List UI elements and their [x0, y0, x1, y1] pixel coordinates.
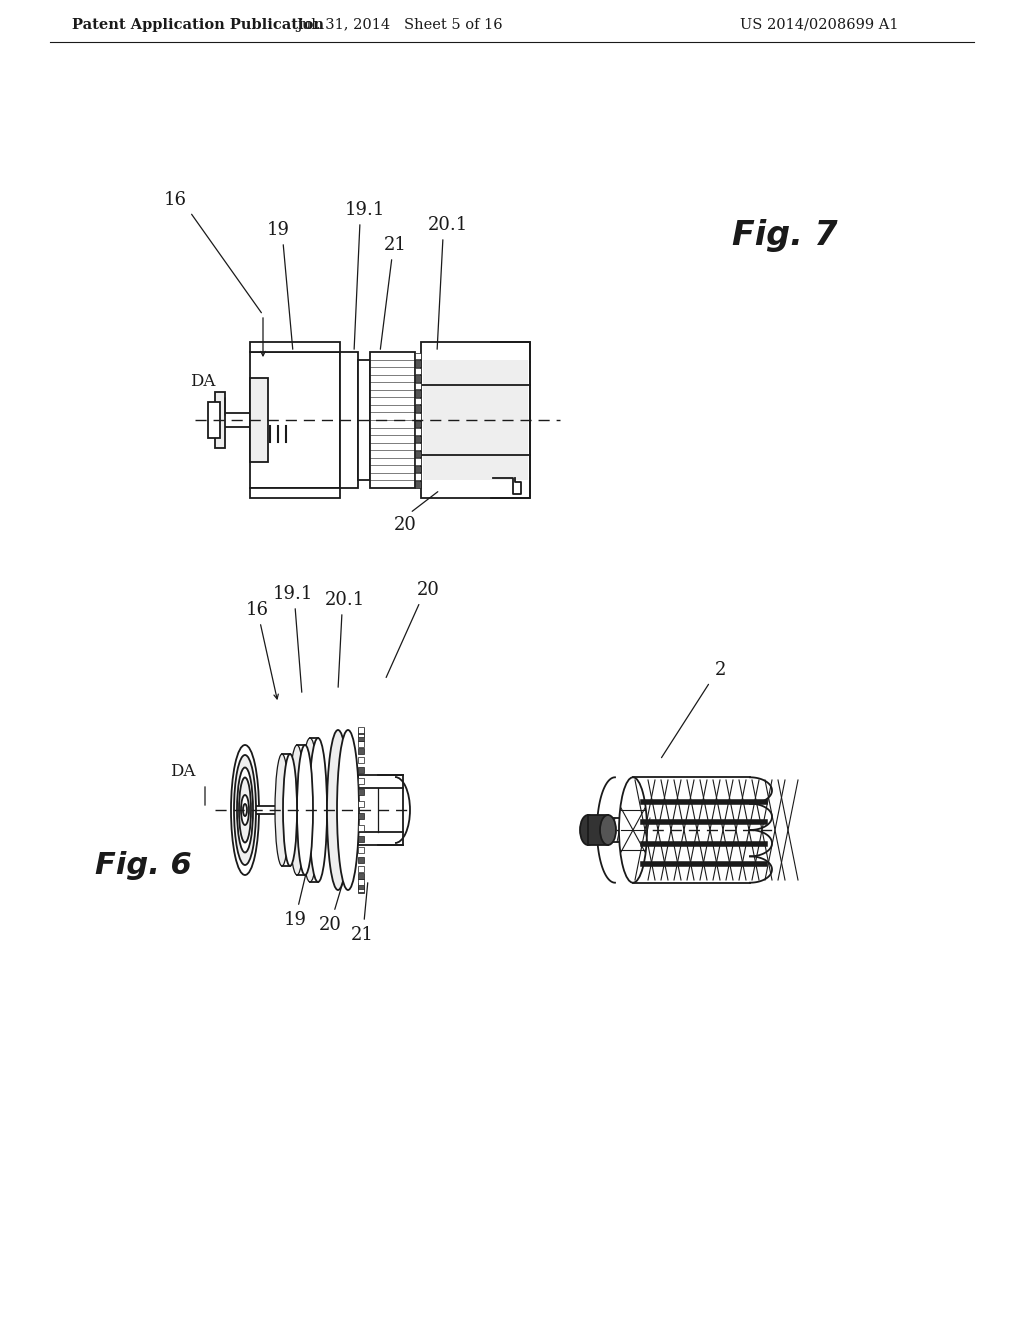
Bar [220, 413, 250, 426]
Ellipse shape [309, 738, 327, 882]
Bar [358, 775, 403, 845]
Bar [358, 767, 364, 774]
Bar [358, 730, 364, 737]
Bar [610, 818, 645, 842]
Bar [415, 480, 421, 487]
Text: 16: 16 [246, 601, 268, 619]
Bar [358, 789, 364, 795]
Bar [250, 342, 340, 352]
Text: 16: 16 [164, 191, 186, 209]
Bar [340, 352, 358, 488]
Ellipse shape [234, 755, 256, 865]
Bar [415, 383, 421, 389]
Text: 19.1: 19.1 [272, 585, 313, 603]
Text: 2: 2 [715, 661, 726, 678]
Bar [358, 735, 364, 741]
Bar [358, 360, 370, 480]
Bar [358, 883, 364, 890]
Bar [358, 813, 364, 818]
Bar [415, 397, 421, 404]
Ellipse shape [283, 754, 297, 866]
Bar [415, 474, 421, 480]
Ellipse shape [275, 754, 289, 866]
Ellipse shape [241, 795, 249, 825]
Bar [215, 392, 225, 447]
Bar [250, 378, 268, 462]
Bar [358, 886, 364, 892]
Bar [358, 866, 364, 871]
Bar [250, 488, 340, 498]
Bar [415, 444, 421, 450]
Text: DA: DA [170, 763, 195, 780]
Text: 21: 21 [350, 927, 374, 944]
Bar [358, 837, 364, 842]
Bar [370, 352, 415, 488]
Bar [358, 879, 364, 886]
Ellipse shape [297, 744, 313, 875]
Bar [415, 352, 421, 359]
Text: 20: 20 [393, 516, 417, 535]
Ellipse shape [243, 804, 247, 816]
Text: US 2014/0208699 A1: US 2014/0208699 A1 [740, 18, 898, 32]
Bar [415, 360, 421, 367]
Text: 20: 20 [417, 581, 439, 599]
Bar [423, 360, 528, 480]
Bar [415, 367, 421, 374]
Ellipse shape [327, 730, 349, 890]
Text: 20.1: 20.1 [428, 216, 468, 234]
Bar [358, 748, 364, 754]
Bar [415, 421, 421, 428]
Text: 19: 19 [266, 220, 290, 239]
Ellipse shape [337, 730, 359, 890]
Bar [415, 375, 421, 381]
Bar [246, 807, 288, 814]
Bar [358, 727, 364, 734]
Bar [358, 727, 364, 733]
Bar [250, 352, 340, 488]
Bar [415, 428, 421, 434]
Text: Fig. 6: Fig. 6 [94, 850, 191, 879]
Bar [588, 814, 608, 845]
Text: 19.1: 19.1 [345, 201, 385, 219]
Bar [358, 758, 364, 763]
Bar [358, 801, 364, 807]
Text: Patent Application Publication: Patent Application Publication [72, 18, 324, 32]
Text: 19: 19 [284, 911, 306, 929]
Bar [358, 847, 364, 853]
Bar [415, 436, 421, 442]
Ellipse shape [600, 814, 616, 845]
Ellipse shape [237, 767, 253, 853]
Ellipse shape [231, 744, 259, 875]
Ellipse shape [239, 777, 251, 842]
Ellipse shape [301, 738, 319, 882]
Bar [358, 825, 364, 830]
Bar [415, 413, 421, 420]
Bar [358, 857, 364, 863]
Text: 21: 21 [384, 236, 407, 253]
Bar [358, 887, 364, 894]
Text: 20.1: 20.1 [325, 591, 366, 609]
Text: Jul. 31, 2014   Sheet 5 of 16: Jul. 31, 2014 Sheet 5 of 16 [297, 18, 504, 32]
Bar [421, 342, 530, 498]
Text: 20: 20 [318, 916, 341, 935]
Bar [208, 403, 220, 438]
Text: Fig. 7: Fig. 7 [732, 219, 838, 252]
Bar [415, 458, 421, 465]
Bar [358, 741, 364, 747]
Ellipse shape [580, 814, 596, 845]
Bar [415, 450, 421, 457]
Bar [415, 466, 421, 473]
Bar [415, 391, 421, 397]
Bar [342, 354, 356, 486]
Ellipse shape [289, 744, 305, 875]
Bar [415, 405, 421, 412]
Bar [358, 777, 364, 784]
Bar [358, 873, 364, 879]
Text: DA: DA [189, 374, 215, 389]
Ellipse shape [618, 777, 647, 883]
